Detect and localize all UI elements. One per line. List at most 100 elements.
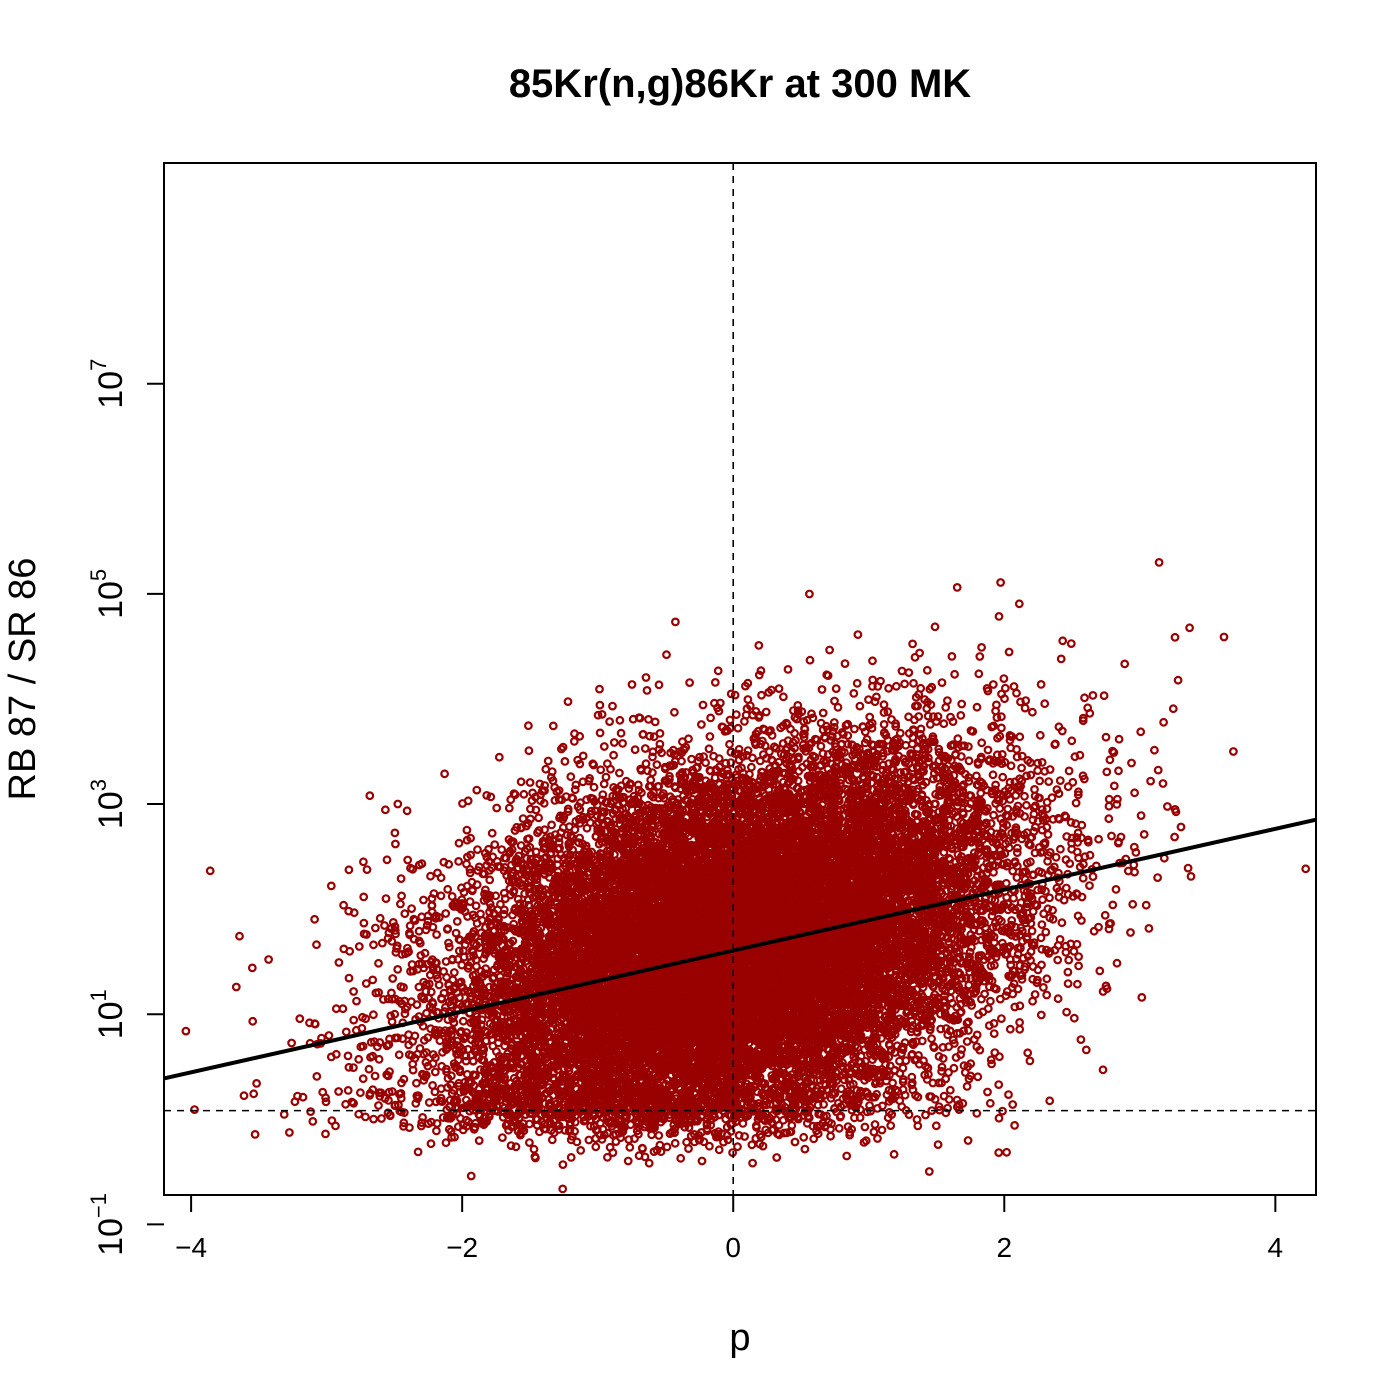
data-point bbox=[380, 921, 389, 930]
data-point bbox=[807, 709, 816, 719]
data-point bbox=[524, 721, 533, 731]
data-point bbox=[452, 917, 462, 926]
data-point bbox=[943, 696, 952, 705]
data-point bbox=[354, 1109, 364, 1119]
data-point bbox=[995, 804, 1005, 813]
data-point bbox=[1010, 1120, 1019, 1130]
data-point bbox=[891, 681, 901, 691]
data-point bbox=[436, 891, 446, 901]
data-point bbox=[1068, 777, 1078, 787]
data-point bbox=[1015, 732, 1025, 742]
data-point bbox=[520, 889, 529, 899]
data-point bbox=[352, 996, 361, 1006]
data-point bbox=[414, 926, 424, 936]
data-point bbox=[834, 1123, 844, 1133]
data-point bbox=[1063, 782, 1073, 792]
data-points bbox=[181, 558, 1311, 1194]
data-point bbox=[369, 1010, 378, 1020]
data-point bbox=[486, 792, 496, 802]
data-point bbox=[915, 648, 924, 658]
data-point bbox=[354, 1054, 364, 1064]
data-point bbox=[1219, 632, 1229, 642]
data-point bbox=[1075, 750, 1085, 760]
data-point bbox=[1015, 1001, 1025, 1011]
data-point bbox=[644, 1158, 654, 1168]
data-point bbox=[1072, 979, 1082, 989]
data-point bbox=[339, 900, 349, 910]
data-point bbox=[412, 1078, 421, 1088]
data-point bbox=[374, 958, 383, 968]
data-point bbox=[1058, 636, 1068, 646]
data-point bbox=[734, 1130, 744, 1140]
data-point bbox=[826, 1131, 835, 1141]
data-point bbox=[888, 1078, 897, 1088]
data-point bbox=[343, 1051, 353, 1061]
data-point bbox=[994, 1148, 1004, 1157]
data-point bbox=[181, 1026, 191, 1036]
chart-title: 85Kr(n,g)86Kr at 300 MK bbox=[509, 62, 971, 106]
data-point bbox=[1112, 958, 1122, 968]
data-point bbox=[930, 622, 940, 632]
data-point bbox=[1015, 1018, 1024, 1027]
data-point bbox=[988, 770, 998, 780]
data-point bbox=[474, 1136, 484, 1145]
data-point bbox=[977, 738, 987, 748]
data-point bbox=[790, 1137, 800, 1147]
data-point bbox=[1080, 693, 1089, 703]
data-point bbox=[615, 768, 624, 778]
data-point bbox=[547, 1135, 557, 1145]
data-point bbox=[962, 1018, 972, 1028]
data-point bbox=[975, 652, 985, 661]
data-point bbox=[1045, 1096, 1055, 1106]
data-point bbox=[1047, 793, 1057, 803]
data-point bbox=[391, 839, 400, 849]
data-point bbox=[1038, 983, 1048, 992]
data-point bbox=[962, 1037, 972, 1046]
data-point bbox=[1033, 766, 1043, 775]
data-point bbox=[1055, 776, 1065, 785]
data-point bbox=[650, 717, 660, 727]
data-point bbox=[358, 1074, 368, 1084]
data-point bbox=[934, 748, 944, 757]
data-point bbox=[1099, 691, 1109, 701]
data-point bbox=[908, 639, 917, 649]
data-point bbox=[1036, 1010, 1046, 1020]
data-point bbox=[369, 940, 378, 950]
data-point bbox=[472, 785, 482, 795]
data-point bbox=[988, 680, 998, 689]
data-point bbox=[987, 722, 997, 732]
data-point bbox=[1076, 1035, 1086, 1044]
data-point bbox=[630, 745, 640, 755]
data-point bbox=[1064, 766, 1074, 776]
data-point bbox=[390, 828, 400, 838]
data-point bbox=[1012, 873, 1022, 882]
data-point bbox=[757, 690, 766, 700]
data-point bbox=[1162, 802, 1172, 811]
data-point bbox=[831, 684, 841, 693]
data-point bbox=[779, 692, 788, 702]
data-point bbox=[761, 707, 771, 717]
data-point bbox=[1139, 830, 1149, 839]
data-point bbox=[725, 739, 734, 749]
data-point bbox=[1072, 939, 1082, 949]
data-point bbox=[1072, 833, 1082, 842]
data-point bbox=[921, 1110, 930, 1120]
data-point bbox=[755, 756, 765, 766]
data-point bbox=[1144, 924, 1154, 933]
data-point bbox=[910, 652, 920, 662]
data-point bbox=[916, 724, 926, 734]
data-point bbox=[879, 720, 889, 729]
data-point bbox=[1027, 926, 1037, 936]
data-point bbox=[1010, 1002, 1020, 1012]
data-point bbox=[249, 1089, 259, 1099]
data-point bbox=[608, 701, 617, 711]
data-point bbox=[566, 1152, 576, 1162]
data-point bbox=[1074, 961, 1083, 971]
data-point bbox=[997, 712, 1006, 722]
data-point bbox=[205, 866, 215, 876]
data-point bbox=[933, 1140, 943, 1149]
data-point bbox=[1104, 801, 1114, 811]
data-point bbox=[413, 1147, 423, 1157]
data-point bbox=[516, 777, 526, 787]
